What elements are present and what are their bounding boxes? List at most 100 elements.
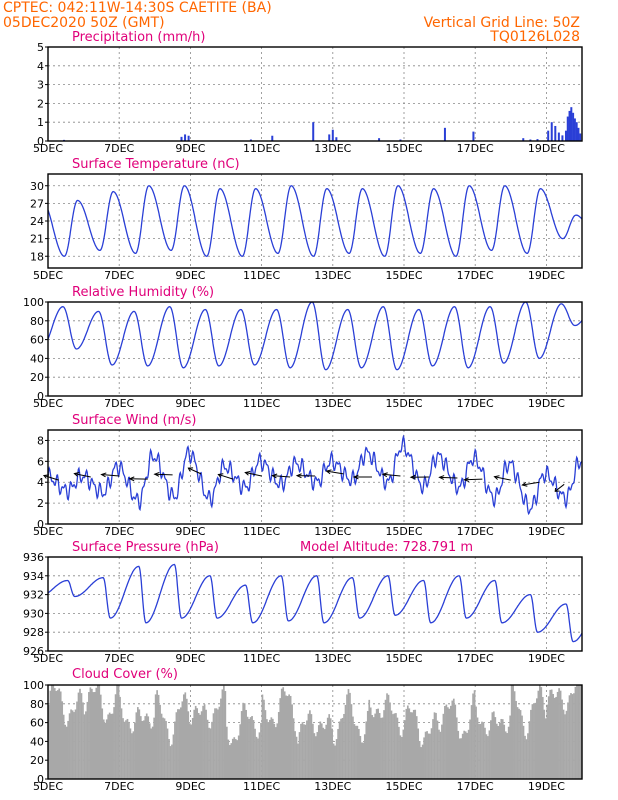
y-tick-label: 27: [30, 197, 44, 210]
x-tick-label: 17DEC: [457, 142, 494, 155]
plot-frame: [47, 684, 583, 780]
precip-bar: [557, 132, 560, 141]
cloud-bar: [500, 718, 503, 779]
cloud-bar: [83, 714, 86, 779]
precip-bar: [575, 122, 578, 141]
wind-arrow: [464, 478, 483, 481]
y-tick-label: 932: [23, 589, 44, 602]
cloud-bar: [159, 704, 161, 779]
panel-2: 5DEC 7DEC 9DEC 11DEC 13DEC 15DEC 17DEC 19DEC 18 2…: [30, 157, 583, 282]
cloud-bar: [202, 705, 204, 779]
x-tick-label: 15DEC: [385, 652, 422, 665]
cloud-bar: [123, 721, 126, 779]
cloud-bar: [536, 698, 538, 779]
wind-arrow-head: [493, 475, 500, 480]
wind-arrow-head: [187, 467, 194, 472]
series-line: [47, 185, 583, 257]
cloud-bar: [378, 713, 381, 779]
cloud-bar: [135, 712, 138, 779]
cloud-bar: [346, 694, 348, 779]
cloud-bar: [62, 714, 65, 779]
cloud-bar: [99, 694, 102, 779]
y-tick-label: 926: [23, 645, 44, 658]
cloud-bar: [406, 705, 409, 779]
cloud-bar: [512, 685, 514, 779]
y-tick-label: 100: [23, 679, 44, 692]
cloud-bar: [356, 725, 359, 779]
cloud-bar: [175, 712, 178, 779]
cloud-bar: [460, 738, 463, 779]
x-tick-label: 15DEC: [385, 780, 422, 793]
cloud-bar: [306, 720, 308, 779]
cloud-bar: [80, 693, 83, 779]
y-tick-label: 0: [37, 135, 44, 148]
cloud-bar: [341, 717, 344, 779]
cloud-bar: [561, 699, 563, 779]
cloud-bar: [194, 705, 197, 779]
x-tick-label: 7DEC: [104, 652, 134, 665]
cloud-bar: [426, 731, 428, 779]
cloud-bar: [337, 728, 339, 779]
cloud-bar: [506, 733, 509, 779]
cloud-bar: [70, 709, 72, 779]
cloud-bar: [479, 723, 482, 779]
x-tick-label: 15DEC: [385, 397, 422, 410]
y-tick-label: 4: [37, 60, 44, 73]
panels: 5DEC 7DEC 9DEC 11DEC 13DEC 15DEC 17DEC 19DEC 0 1 2…: [23, 30, 583, 793]
cloud-bar: [270, 717, 273, 779]
cloud-bar: [76, 701, 78, 779]
cloud-bar: [171, 744, 173, 779]
cloud-bar: [53, 688, 56, 779]
cloud-bar: [533, 703, 535, 779]
cloud-bar: [384, 699, 387, 779]
cloud-bar: [534, 702, 537, 779]
cloud-bar: [449, 705, 452, 779]
x-tick-label: 13DEC: [314, 269, 351, 282]
cloud-bar: [132, 731, 135, 779]
x-tick-label: 11DEC: [243, 780, 280, 793]
plot-frame: [47, 429, 583, 525]
cloud-bar: [226, 726, 228, 779]
cloud-bar: [565, 710, 568, 779]
cloud-bar: [139, 716, 142, 779]
cloud-bar: [494, 717, 497, 779]
cloud-bar: [448, 708, 451, 779]
cloud-bar: [291, 704, 293, 779]
cloud-bar: [165, 720, 167, 779]
header-model: TQ0126L028: [489, 29, 580, 45]
cloud-bar: [180, 707, 182, 779]
precip-bar: [547, 130, 550, 141]
y-tick-label: 6: [37, 455, 44, 468]
cloud-bar: [248, 718, 250, 779]
cloud-bar: [524, 735, 526, 779]
cloud-bar: [267, 722, 270, 779]
y-tick-label: 40: [30, 735, 44, 748]
cloud-bar: [466, 732, 468, 779]
cloud-bar: [363, 734, 366, 779]
cloud-bar: [86, 701, 89, 779]
cloud-bar: [105, 719, 108, 779]
precip-bar: [550, 122, 553, 141]
wind-arrow-head: [100, 472, 107, 478]
wind-arrow: [382, 473, 401, 477]
cloud-bar: [328, 714, 331, 779]
cloud-bar: [417, 728, 420, 779]
cloud-bar: [145, 713, 148, 779]
precip-bar: [443, 127, 446, 141]
cloud-bar: [513, 691, 516, 779]
cloud-bar: [209, 728, 212, 779]
cloud-bar: [228, 745, 231, 779]
y-tick-label: 100: [23, 296, 44, 309]
cloud-bar: [96, 685, 99, 779]
cloud-bar: [404, 720, 406, 779]
cloud-bar: [335, 739, 338, 779]
cloud-bar: [552, 694, 555, 779]
plot-frame: [47, 46, 583, 142]
cloud-bar: [371, 715, 374, 779]
cloud-bar: [444, 706, 446, 779]
precip-bar: [271, 135, 274, 141]
cloud-bar: [285, 695, 288, 779]
x-tick-label: 17DEC: [457, 269, 494, 282]
cloud-bar: [547, 696, 550, 779]
cloud-bar: [485, 734, 488, 779]
